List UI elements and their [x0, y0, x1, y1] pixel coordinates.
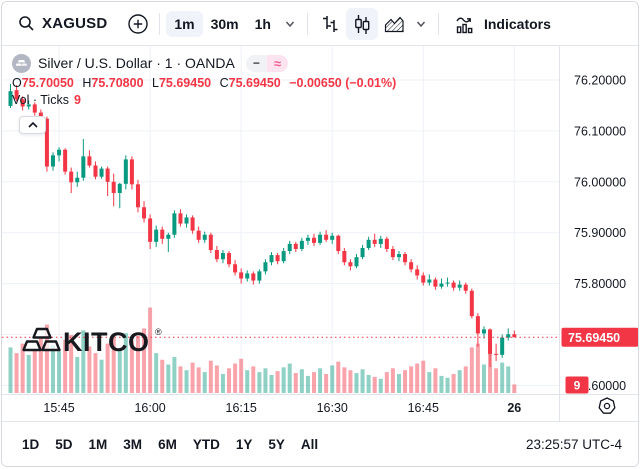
toolbar-separator: [437, 12, 439, 35]
toolbar-separator: [159, 12, 161, 35]
legend-volume-row: Vol · Ticks 9: [12, 93, 396, 107]
silver-symbol-logo-icon: [12, 53, 31, 73]
price-chart[interactable]: 76.20000 76.10000 76.00000 75.90000 75.80000…: [2, 46, 639, 421]
time-axis-label: 16:00: [134, 401, 165, 415]
chevron-down-icon: [416, 21, 426, 27]
range-button-1d[interactable]: 1D: [15, 432, 46, 457]
legend-ohlc-row: O75.70050 H75.70800 L75.69450 C75.69450 …: [12, 76, 396, 90]
low-label: L: [152, 76, 159, 90]
change-value: −0.00650 (−0.01%): [289, 76, 397, 90]
low-value: 75.69450: [158, 76, 212, 90]
chart-legend: Silver / U.S. Dollar · 1 · OANDA − ≈ O75…: [12, 53, 396, 107]
legend-title[interactable]: Silver / U.S. Dollar · 1 · OANDA: [38, 55, 235, 71]
legend-title-row: Silver / U.S. Dollar · 1 · OANDA − ≈: [12, 53, 396, 73]
bars-chart-icon: [322, 15, 338, 32]
volume-layer: [8, 307, 517, 393]
time-axis-label: 16:45: [408, 401, 439, 415]
registered-mark: ®: [155, 327, 162, 337]
current-price-badge: [561, 327, 638, 347]
open-label: O: [12, 76, 22, 90]
time-axis-label: 26: [507, 401, 521, 415]
search-icon: [19, 16, 34, 31]
range-toolbar: 1D 5D 1M 3M 6M YTD 1Y 5Y All 23:25:57 UTC-4: [2, 421, 638, 466]
price-axis-label: 75.80000: [574, 277, 626, 291]
interval-menu-button[interactable]: [279, 13, 301, 35]
legend-hide-button[interactable]: −: [245, 54, 267, 72]
interval-button-1m[interactable]: 1m: [166, 10, 203, 37]
chevron-down-icon: [285, 21, 295, 27]
price-axis-label: 76.00000: [574, 175, 626, 189]
chart-style-area-button[interactable]: [378, 8, 410, 40]
high-label: H: [82, 76, 92, 90]
axis-settings-gear-icon[interactable]: [598, 397, 616, 414]
svg-text:9: 9: [574, 378, 581, 392]
range-button-1m[interactable]: 1M: [82, 432, 115, 457]
chart-region: 76.20000 76.10000 76.00000 75.90000 75.80000…: [2, 46, 639, 421]
gold-bars-icon: [22, 327, 61, 352]
interval-button-30m[interactable]: 30m: [203, 11, 247, 37]
close-label: C: [219, 76, 229, 90]
price-axis-label: 75.90000: [574, 226, 626, 240]
range-button-5y[interactable]: 5Y: [261, 432, 292, 457]
time-axis-label: 15:45: [43, 401, 74, 415]
kitco-text: KITCO: [63, 327, 150, 357]
kitco-watermark: KITCO ®: [21, 322, 169, 358]
area-chart-icon: [384, 16, 404, 32]
legend-actions: − ≈: [245, 54, 288, 72]
interval-button-1h[interactable]: 1h: [247, 11, 279, 37]
range-button-5d[interactable]: 5D: [48, 432, 79, 457]
indicators-icon: [456, 17, 473, 33]
top-toolbar: XAGUSD 1m 30m 1h Indicators: [2, 2, 638, 46]
chart-style-bars-button[interactable]: [314, 8, 346, 40]
range-button-3m[interactable]: 3M: [116, 432, 149, 457]
clock: 23:25:57 UTC-4: [525, 436, 622, 452]
toolbar-separator: [306, 12, 308, 35]
range-button-all[interactable]: All: [294, 432, 325, 457]
price-axis[interactable]: 76.20000 76.10000 76.00000 75.90000 75.80000…: [559, 46, 639, 421]
legend-approx-toggle[interactable]: ≈: [266, 54, 288, 72]
open-value: 75.70050: [21, 76, 74, 90]
volume-label: Vol · Ticks: [12, 93, 69, 107]
legend-collapse-button[interactable]: [19, 116, 46, 134]
plus-circle-icon: [128, 13, 149, 34]
chart-style-candles-button[interactable]: [345, 7, 378, 40]
close-value: 75.69450: [228, 76, 281, 90]
range-button-1y[interactable]: 1Y: [229, 432, 260, 457]
candlestick-chart-icon: [355, 14, 370, 34]
volume-axis-badge: [565, 376, 589, 394]
volume-value: 9: [73, 93, 81, 107]
symbol-label: XAGUSD: [42, 15, 108, 32]
range-button-ytd[interactable]: YTD: [186, 432, 227, 457]
time-axis[interactable]: 15:45 16:00 16:15 16:30 16:45 26: [2, 394, 639, 416]
time-axis-label: 16:30: [317, 401, 348, 415]
price-axis-label: 76.20000: [574, 74, 626, 88]
candles-layer: [8, 84, 517, 368]
range-button-6m[interactable]: 6M: [151, 432, 184, 457]
price-axis-label: 76.10000: [574, 124, 626, 138]
indicators-button[interactable]: Indicators: [445, 7, 559, 41]
range-buttons: 1D 5D 1M 3M 6M YTD 1Y 5Y All: [15, 432, 325, 457]
indicators-label: Indicators: [483, 15, 551, 32]
chart-style-menu-button[interactable]: [410, 13, 432, 35]
chevron-up-icon: [27, 121, 38, 128]
symbol-search-button[interactable]: XAGUSD: [10, 10, 115, 37]
time-axis-label: 16:15: [226, 401, 257, 415]
svg-text:75.69450: 75.69450: [568, 331, 620, 345]
compare-add-symbol-button[interactable]: [123, 9, 153, 39]
high-value: 75.70800: [91, 76, 144, 90]
